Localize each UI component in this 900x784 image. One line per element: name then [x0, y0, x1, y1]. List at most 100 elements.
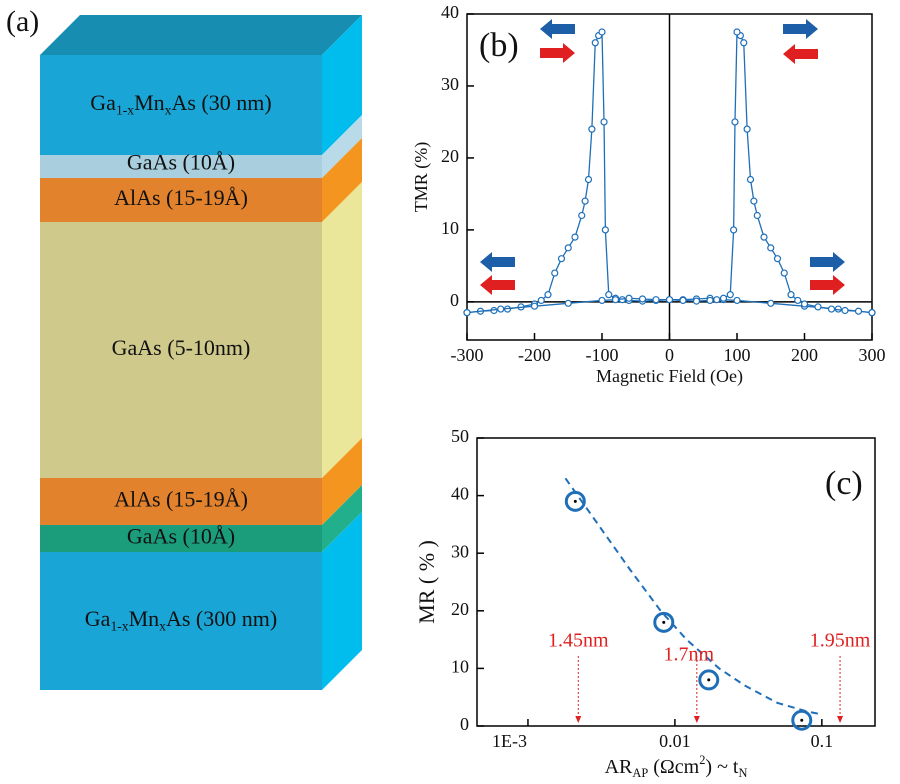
label: AlAs (15-19Å) — [114, 487, 248, 512]
spin-arrows — [480, 19, 845, 295]
label-part: GaAs (10Å) — [127, 150, 235, 175]
marker — [497, 305, 505, 313]
layer — [40, 552, 322, 690]
label-part: AlAs (15-19Å) — [114, 487, 248, 512]
marker — [730, 226, 738, 234]
arrow-icon — [480, 275, 515, 295]
label: ARAP​ (Ωcm2​) ~ tN​ — [605, 753, 748, 780]
y-tick-label: 40 — [451, 484, 469, 504]
x-tick-label: 0.01 — [659, 731, 691, 751]
marker — [698, 669, 720, 691]
x-tick-label: -100 — [586, 345, 619, 365]
marker — [652, 296, 660, 304]
marker — [605, 291, 613, 299]
marker — [591, 39, 599, 47]
layer-side — [322, 182, 362, 478]
subscript: x — [165, 103, 172, 118]
label-part: GaAs (10Å) — [127, 524, 235, 549]
marker — [679, 296, 687, 305]
layer-side — [322, 512, 362, 690]
arrow-icon — [783, 44, 818, 64]
annotation: 1.95nm — [810, 630, 871, 652]
marker — [854, 307, 863, 315]
layer-side — [322, 438, 362, 525]
layer-side — [322, 115, 362, 178]
label: GaAs (5-10nm) — [112, 335, 251, 360]
subscript: 1-x — [116, 103, 134, 118]
label: GaAs (10Å) — [127, 150, 235, 175]
label-part: MR ( % ) — [414, 540, 439, 624]
x-tick-label: 300 — [859, 345, 886, 365]
subscript: N — [738, 766, 747, 780]
marker — [600, 118, 608, 126]
y-tick-label: 30 — [441, 74, 459, 94]
x-tick-label: 200 — [791, 345, 818, 365]
label: Ga1-x​Mnx​As (300 nm) — [85, 606, 277, 634]
marker — [794, 296, 802, 305]
marker — [750, 197, 758, 205]
x-tick-label: 100 — [724, 345, 751, 365]
x-tick-label: -300 — [451, 345, 484, 365]
arrow-icon — [540, 19, 575, 39]
panel-label: (b) — [479, 27, 519, 64]
marker — [598, 296, 606, 305]
marker — [653, 611, 675, 633]
x-tick-label: -200 — [518, 345, 551, 365]
marker — [800, 300, 809, 308]
x-tick-label: 0.1 — [811, 731, 834, 751]
marker — [557, 255, 566, 263]
panel-label: (a) — [6, 5, 39, 38]
marker — [713, 296, 721, 304]
y-tick-label: 40 — [441, 2, 459, 22]
marker — [584, 175, 593, 184]
y-tick-label: 0 — [460, 714, 469, 734]
marker — [692, 297, 701, 305]
layer — [40, 478, 322, 525]
label: GaAs (10Å) — [127, 524, 235, 549]
marker-dot — [707, 678, 711, 682]
marker — [753, 211, 761, 220]
subscript: AP — [632, 766, 648, 780]
marker — [841, 306, 849, 315]
marker — [731, 118, 739, 126]
layer — [40, 155, 322, 178]
annotation: 1.7nm — [664, 644, 715, 666]
label-part: AR — [605, 756, 633, 778]
marker-dot — [662, 620, 666, 624]
marker — [581, 197, 589, 205]
layer-side — [322, 15, 362, 155]
marker — [544, 291, 552, 299]
marker — [625, 294, 633, 302]
annotation: 1.45nm — [548, 630, 609, 652]
marker — [767, 244, 775, 252]
layer — [40, 178, 322, 222]
top-face — [40, 15, 362, 55]
label-part: As (30 nm) — [171, 90, 271, 115]
arrow-icon — [810, 252, 845, 272]
marker — [746, 175, 755, 184]
marker — [463, 309, 471, 317]
marker — [537, 296, 545, 305]
label-part: Magnetic Field (Oe) — [596, 366, 743, 387]
marker — [868, 309, 876, 317]
series-line — [564, 477, 823, 716]
y-tick-label: 0 — [450, 290, 459, 310]
label: Ga1-x​Mnx​As (30 nm) — [90, 90, 271, 118]
label-part: AlAs (15-19Å) — [114, 185, 248, 210]
x-tick-label: 1E-3 — [492, 731, 527, 751]
x-tick-label: 0 — [665, 345, 674, 365]
y-tick-label: 20 — [451, 599, 469, 619]
marker — [706, 296, 714, 305]
superscript: 2 — [699, 753, 705, 767]
subscript: x — [159, 619, 166, 634]
marker — [564, 299, 572, 307]
arrow-icon — [480, 252, 515, 272]
label-part: Mn — [134, 90, 165, 115]
layer — [40, 525, 322, 552]
label: Magnetic Field (Oe) — [596, 366, 743, 387]
y-tick-label: 30 — [451, 541, 469, 561]
arrow-head — [575, 716, 582, 723]
y-tick-label: 10 — [441, 218, 459, 238]
marker — [665, 296, 674, 304]
layer-side — [322, 138, 362, 222]
